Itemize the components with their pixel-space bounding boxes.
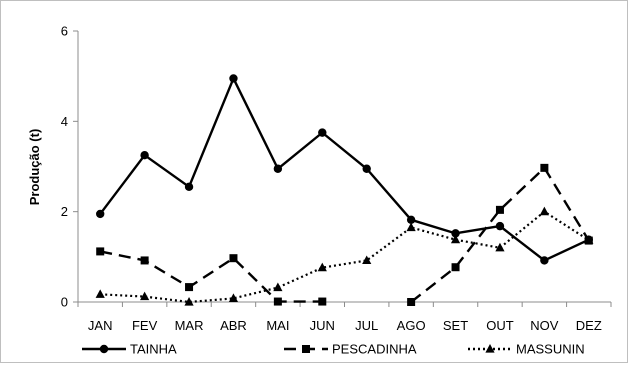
data-point-tainha: [495, 221, 505, 231]
data-point-massunin: [140, 291, 150, 301]
x-tick-label: JUL: [355, 318, 378, 333]
data-point-tainha: [273, 164, 283, 173]
x-tick-label: OUT: [486, 318, 514, 333]
series-line-pescadinha: [410, 166, 590, 303]
data-point-massunin: [450, 234, 461, 244]
series-massunin: [95, 206, 594, 306]
x-tick-label: MAR: [175, 318, 204, 333]
x-tick-label: SET: [443, 318, 468, 333]
data-point-massunin: [406, 222, 416, 232]
data-point-pescadinha: [407, 298, 416, 306]
y-tick-label: 6: [61, 24, 68, 39]
y-tick-label: 0: [61, 295, 68, 310]
legend-item-tainha: TAINHA: [82, 342, 177, 357]
series-line-tainha: [99, 77, 590, 262]
y-axis-label: Produção (t): [27, 129, 42, 206]
data-point-pescadinha: [140, 256, 149, 265]
data-point-massunin: [495, 242, 505, 252]
series-layer: [95, 74, 594, 306]
series-line-pescadinha: [99, 250, 323, 303]
x-tick-label: AGO: [397, 318, 426, 333]
data-point-pescadinha: [318, 297, 327, 306]
legend-label-massunin: MASSUNIN: [516, 342, 585, 357]
x-tick-label: FEV: [132, 318, 158, 333]
data-point-tainha: [406, 215, 416, 224]
data-point-pescadinha: [185, 283, 194, 292]
legend-marker-tainha: [99, 344, 109, 354]
data-point-pescadinha: [273, 297, 282, 306]
y-tick-label: 2: [61, 204, 68, 219]
legend-marker-massunin: [485, 344, 495, 353]
data-point-massunin: [317, 262, 327, 272]
legend: TAINHA PESCADINHA MASSUNIN: [82, 342, 585, 357]
x-tick-label: DEZ: [576, 318, 602, 333]
data-point-massunin: [273, 282, 283, 292]
data-point-tainha: [140, 151, 149, 160]
x-tick-label: JUN: [310, 318, 335, 333]
data-point-tainha: [451, 229, 460, 238]
legend-label-tainha: TAINHA: [130, 342, 177, 357]
data-point-pescadinha: [96, 247, 105, 256]
data-point-massunin: [539, 206, 549, 216]
x-tick-label: ABR: [220, 318, 247, 333]
axes: 0 2 4 6 JAN FEV MAR ABR MAI JUN JUL AGO SET OUT NOV DEZ: [61, 24, 612, 333]
legend-item-massunin: MASSUNIN: [468, 342, 585, 357]
legend-item-pescadinha: PESCADINHA: [284, 342, 417, 357]
data-point-pescadinha: [495, 205, 504, 214]
legend-label-pescadinha: PESCADINHA: [332, 342, 417, 357]
legend-marker-pescadinha: [302, 345, 310, 353]
series-pescadinha: [96, 163, 593, 306]
y-tick-label: 4: [61, 114, 68, 129]
x-tick-label: JAN: [88, 318, 113, 333]
data-point-tainha: [96, 209, 105, 219]
data-point-tainha: [540, 256, 549, 265]
series-line-massunin: [100, 210, 590, 304]
data-point-massunin: [228, 293, 239, 302]
x-tick-label: NOV: [530, 318, 559, 333]
data-point-tainha: [362, 164, 371, 173]
data-point-massunin: [584, 235, 594, 244]
data-point-tainha: [318, 128, 327, 137]
x-tick-label: MAI: [266, 318, 289, 333]
data-point-tainha: [229, 74, 238, 83]
data-point-massunin: [362, 255, 372, 265]
data-point-tainha: [184, 182, 194, 192]
data-point-massunin: [95, 289, 105, 298]
data-point-pescadinha: [540, 163, 549, 172]
data-point-pescadinha: [229, 254, 238, 263]
data-point-massunin: [184, 297, 194, 306]
data-point-pescadinha: [451, 263, 460, 272]
